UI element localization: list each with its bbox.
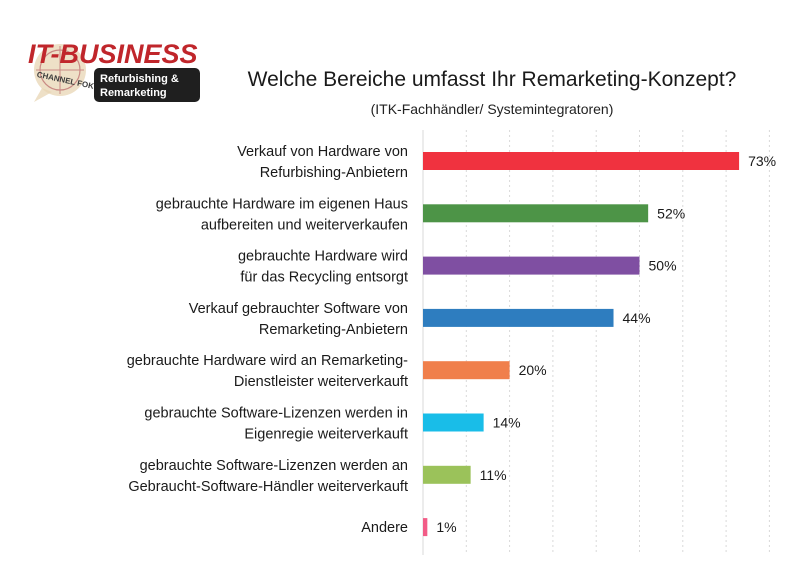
- bar-1: [423, 152, 740, 170]
- bar-8: [423, 518, 428, 537]
- category-label-3: gebrauchte Hardware wird für das Recyclin…: [238, 249, 408, 286]
- category-label-4: Verkauf gebrauchter Software von Remarket…: [189, 301, 408, 338]
- logo-badge-line2: Remarketing: [100, 87, 167, 99]
- value-label-4: 44%: [623, 310, 651, 326]
- logo-bubble-tail: [34, 88, 52, 102]
- value-label-5: 20%: [519, 362, 547, 378]
- category-label-line: Verkauf gebrauchter Software von: [189, 301, 408, 317]
- category-label-line: gebrauchte Software-Lizenzen werden in: [144, 406, 408, 422]
- value-label-3: 50%: [649, 258, 677, 274]
- category-label-line: Verkauf von Hardware von: [237, 144, 408, 160]
- it-business-logo: IT-BUSINESS CHANNEL FOKUS Refurbishing &…: [28, 39, 200, 102]
- logo-badge-line1: Refurbishing &: [100, 73, 179, 85]
- category-label-line: gebrauchte Hardware wird: [238, 249, 408, 265]
- value-label-1: 73%: [748, 153, 776, 169]
- category-label-line: gebrauchte Hardware im eigenen Haus: [156, 196, 408, 212]
- bar-chart: 73% Verkauf von Hardware von Refurbishing-…: [127, 130, 776, 555]
- bar-5: [423, 361, 510, 380]
- category-label-line: gebrauchte Software-Lizenzen werden an: [140, 458, 408, 474]
- bar-4: [423, 308, 614, 327]
- chart-subtitle: (ITK-Fachhändler/ Systemintegratoren): [370, 101, 614, 117]
- category-label-5: gebrauchte Hardware wird an Remarketing-…: [127, 353, 408, 390]
- value-label-7: 11%: [480, 467, 507, 483]
- bar-7: [423, 465, 471, 484]
- category-label-line: Remarketing-Anbietern: [259, 322, 408, 338]
- category-label-line: Eigenregie weiterverkauft: [244, 427, 408, 443]
- category-label-line: Refurbishing-Anbietern: [260, 165, 408, 181]
- value-label-6: 14%: [493, 415, 521, 431]
- bar-6: [423, 413, 484, 432]
- logo-badge: [94, 68, 200, 102]
- category-label-8: Andere: [361, 520, 408, 536]
- category-label-7: gebrauchte Software-Lizenzen werden an Ge…: [128, 458, 408, 495]
- category-label-line: für das Recycling entsorgt: [240, 270, 408, 286]
- category-label-2: gebrauchte Hardware im eigenen Haus aufbe…: [156, 196, 408, 233]
- category-label-line: Andere: [361, 520, 408, 536]
- category-label-line: Gebraucht-Software-Händler weiterverkauf…: [128, 479, 408, 495]
- category-label-line: gebrauchte Hardware wird an Remarketing-: [127, 353, 408, 369]
- chart-title: Welche Bereiche umfasst Ihr Remarketing-…: [247, 68, 737, 91]
- category-label-6: gebrauchte Software-Lizenzen werden in Ei…: [144, 406, 408, 443]
- value-label-2: 52%: [657, 205, 685, 221]
- category-label-line: Dienstleister weiterverkauft: [234, 374, 408, 390]
- bar-2: [423, 204, 649, 223]
- category-label-line: aufbereiten und weiterverkaufen: [201, 217, 408, 233]
- bar-3: [423, 256, 640, 275]
- logo-wordmark: IT-BUSINESS: [28, 39, 198, 69]
- value-label-8: 1%: [436, 519, 456, 535]
- category-label-1: Verkauf von Hardware von Refurbishing-Anb…: [237, 144, 408, 181]
